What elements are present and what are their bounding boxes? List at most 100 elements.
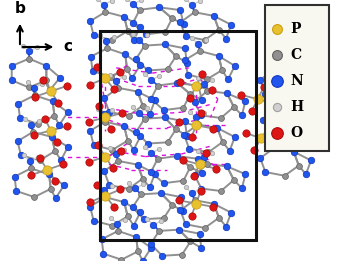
Point (111, 205, 117, 209)
Point (158, 191, 164, 195)
Point (47, 88, 53, 92)
Point (216, 28, 222, 32)
Point (132, 186, 138, 191)
Point (97, 104, 102, 108)
Point (277, 134, 283, 139)
Point (136, 111, 142, 115)
Point (271, 101, 277, 105)
Point (113, 152, 119, 156)
Point (64, 124, 70, 128)
Point (87, 129, 93, 133)
Point (249, 109, 255, 113)
Point (152, 98, 158, 103)
Point (121, 147, 127, 152)
Point (31, 86, 37, 90)
Point (197, 187, 203, 191)
Point (274, 131, 280, 135)
Point (131, 38, 136, 42)
Point (300, 123, 306, 127)
Text: O: O (290, 126, 302, 140)
Point (156, 147, 162, 151)
Point (215, 126, 220, 130)
Point (133, 130, 139, 134)
Point (113, 79, 119, 83)
Point (87, 200, 93, 204)
Point (102, 115, 108, 120)
Point (189, 36, 195, 40)
Point (193, 84, 199, 88)
Point (103, 39, 109, 43)
Point (177, 80, 183, 84)
Point (121, 74, 127, 79)
Point (34, 45, 40, 49)
Point (110, 166, 115, 170)
Point (145, 141, 151, 146)
Point (39, 82, 45, 86)
Point (119, 258, 125, 261)
Point (193, 201, 199, 206)
Point (86, 120, 92, 124)
Point (199, 246, 204, 250)
Point (210, 126, 216, 130)
Point (148, 97, 154, 101)
Point (195, 84, 201, 88)
Point (197, 0, 203, 3)
Point (272, 68, 277, 72)
Point (270, 100, 276, 104)
Point (261, 85, 266, 90)
Point (303, 94, 309, 98)
Point (187, 96, 193, 100)
Point (107, 73, 113, 77)
Point (210, 205, 216, 209)
Point (201, 82, 207, 86)
Point (185, 73, 191, 77)
Point (201, 111, 207, 115)
Text: b: b (15, 1, 25, 16)
Point (199, 72, 205, 76)
Point (48, 128, 54, 133)
Point (140, 176, 146, 181)
Point (57, 75, 63, 80)
Point (186, 146, 192, 151)
Point (27, 159, 33, 163)
Point (44, 78, 49, 82)
Point (232, 135, 238, 139)
Point (261, 118, 266, 122)
Point (95, 182, 101, 186)
Point (189, 213, 195, 218)
Point (86, 160, 92, 164)
Point (255, 97, 261, 101)
Point (46, 172, 52, 176)
Point (131, 223, 136, 228)
Point (101, 96, 107, 100)
Point (58, 158, 64, 162)
Point (101, 3, 107, 7)
Point (126, 181, 132, 185)
Point (274, 105, 280, 109)
Point (143, 32, 148, 37)
Point (9, 64, 15, 68)
Point (231, 105, 237, 109)
Text: H: H (290, 100, 303, 114)
Point (124, 67, 130, 71)
Point (121, 15, 127, 19)
Point (52, 149, 58, 153)
Point (15, 139, 20, 143)
Point (130, 21, 136, 26)
Point (156, 74, 162, 78)
Point (199, 113, 204, 117)
Point (15, 102, 21, 106)
Point (278, 96, 284, 100)
Point (32, 133, 37, 137)
Point (187, 110, 192, 114)
Point (13, 189, 19, 193)
Point (165, 67, 171, 71)
Point (140, 259, 146, 261)
Point (199, 98, 205, 102)
Point (118, 149, 124, 153)
Point (49, 135, 54, 139)
Point (224, 91, 230, 96)
Point (192, 100, 197, 104)
Point (109, 108, 115, 112)
Point (141, 217, 147, 221)
